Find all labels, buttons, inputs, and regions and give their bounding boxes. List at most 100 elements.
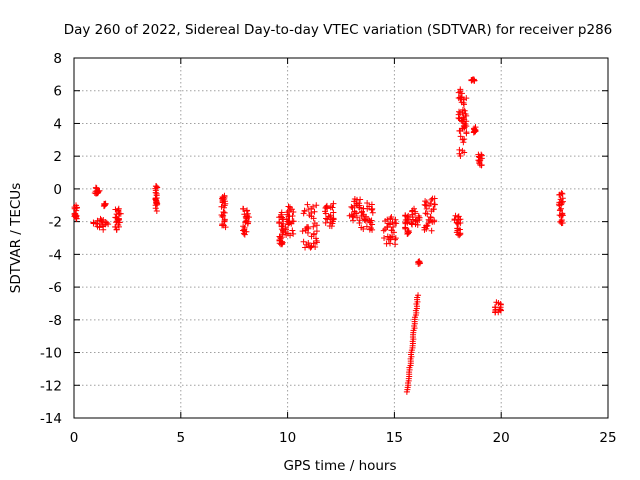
data-point: [221, 209, 228, 216]
data-point: [416, 214, 423, 221]
data-point: [304, 201, 311, 208]
data-point: [221, 217, 228, 224]
data-point: [290, 230, 297, 237]
grid: [74, 58, 608, 418]
chart-title: Day 260 of 2022, Sidereal Day-to-day VTE…: [64, 22, 613, 38]
data-point: [102, 200, 109, 207]
data-point: [105, 221, 112, 228]
data-point: [219, 222, 226, 229]
data-point: [310, 215, 317, 222]
data-point: [323, 202, 330, 209]
data-point: [460, 139, 467, 146]
data-point: [276, 233, 283, 240]
data-point: [559, 190, 566, 197]
data-point: [558, 199, 565, 206]
data-point: [471, 77, 478, 84]
data-point: [278, 223, 285, 230]
plot-frame: [73, 57, 609, 419]
data-point: [428, 227, 435, 234]
data-point: [313, 222, 320, 229]
data-point: [384, 216, 391, 223]
data-point: [461, 136, 468, 143]
data-point: [278, 211, 285, 218]
data-point: [307, 244, 314, 251]
data-point: [116, 210, 123, 217]
data-point: [305, 206, 312, 213]
data-point: [416, 260, 423, 267]
data-point: [387, 221, 394, 228]
data-point: [328, 223, 335, 230]
data-point: [427, 200, 434, 207]
data-point: [154, 184, 161, 191]
data-point: [323, 215, 330, 222]
data-point: [457, 231, 464, 238]
x-axis-label: GPS time / hours: [283, 458, 396, 474]
data-point: [305, 239, 312, 246]
data-point: [220, 208, 227, 215]
data-point: [154, 201, 161, 208]
data-point: [153, 192, 160, 199]
data-point: [244, 207, 251, 214]
data-point: [300, 238, 307, 245]
x-tick-label: 25: [599, 430, 616, 446]
data-point: [558, 190, 565, 197]
data-point: [308, 243, 315, 250]
data-point: [459, 147, 466, 154]
data-point: [152, 187, 159, 194]
data-point: [384, 224, 391, 231]
data-point: [388, 213, 395, 220]
data-point: [413, 216, 420, 223]
x-tick-label: 10: [279, 430, 296, 446]
data-point: [559, 212, 566, 219]
data-point: [493, 299, 500, 306]
data-point: [384, 233, 391, 240]
y-tick-label: 4: [53, 116, 62, 132]
data-point: [98, 218, 105, 225]
data-point: [94, 217, 101, 224]
data-point: [311, 208, 318, 215]
data-point: [290, 209, 297, 216]
data-point: [276, 218, 283, 225]
y-axis-label: SDTVAR / TECUs: [8, 183, 24, 293]
data-point: [557, 206, 564, 213]
data-point: [153, 208, 160, 215]
data-point: [219, 213, 226, 220]
data-point: [330, 215, 337, 222]
data-point: [366, 217, 373, 224]
data-point: [412, 210, 419, 217]
data-point: [244, 212, 251, 219]
data-point: [358, 224, 365, 231]
y-tick-label: -12: [40, 378, 62, 394]
data-point: [92, 184, 99, 191]
data-point: [367, 225, 374, 232]
data-point: [385, 220, 392, 227]
data-point: [240, 227, 247, 234]
y-tick-label: -10: [40, 346, 62, 362]
data-point: [423, 199, 430, 206]
data-point: [93, 220, 100, 227]
data-point: [285, 207, 292, 214]
data-point: [497, 306, 504, 313]
data-point: [286, 219, 293, 226]
data-point: [451, 216, 458, 223]
data-point: [558, 218, 565, 225]
data-point: [359, 212, 366, 219]
data-point: [453, 229, 460, 236]
y-tick-label: -6: [49, 280, 62, 296]
data-point: [424, 210, 431, 217]
data-point: [322, 208, 329, 215]
data-point: [463, 112, 470, 119]
data-point: [73, 204, 80, 211]
data-point: [456, 115, 463, 122]
y-tick-label: 8: [53, 51, 62, 67]
data-point: [431, 195, 438, 202]
data-point: [411, 205, 418, 212]
data-point: [71, 213, 78, 220]
data-point: [91, 189, 98, 196]
data-point: [305, 224, 312, 231]
data-point: [97, 215, 104, 222]
data-point: [390, 224, 397, 231]
data-point: [388, 227, 395, 234]
data-point: [456, 146, 463, 153]
data-point: [458, 93, 465, 100]
